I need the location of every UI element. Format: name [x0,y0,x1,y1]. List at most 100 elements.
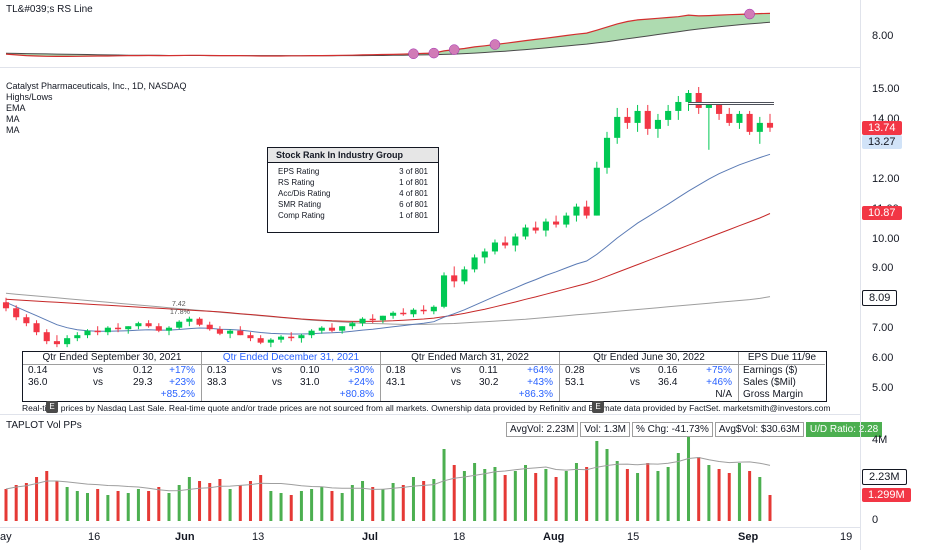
time-tick: 13 [252,531,265,543]
candle-body [94,330,101,333]
candle-body [227,330,234,334]
volume-bar [269,491,273,521]
candle-body [695,92,702,108]
candle-body [64,338,71,345]
sales-current: 36.0 [28,377,48,388]
volume-average-line [5,456,771,492]
volume-bar [666,467,670,521]
volume-bar [248,481,252,521]
candle-body [644,110,651,129]
gross-margin: N/A [715,389,732,400]
earnings-marker[interactable]: E [46,401,58,413]
vs-label: vs [630,365,640,376]
sales-change: +43% [527,377,553,388]
candle-body [502,242,509,246]
eps-change: +17% [169,365,195,376]
volume-bar [187,477,191,521]
price-axis [860,0,932,550]
quarter-header: Qtr Ended September 30, 2021 [23,352,201,365]
rank-value: 1 of 801 [399,178,428,187]
price-tick: 7.00 [872,322,894,335]
volume-bar [35,477,39,521]
candle-body [532,227,539,231]
volume-bar [228,489,232,521]
volume-stats: AvgVol: 2.23M Vol: 1.3M % Chg: -41.73% A… [506,422,884,437]
volume-bar [24,483,28,521]
rank-value: 1 of 801 [399,211,428,220]
rank-label: RS Rating [278,178,315,187]
eps-current: 0.18 [386,365,406,376]
ema-line [5,153,771,335]
quarter-column: Qtr Ended March 31, 2022 0.18 vs 0.11 +64% … [381,352,560,401]
price-tick: 10.00 [872,232,900,245]
rank-row: Comp Rating 1 of 801 [268,210,438,221]
volume-bar [340,493,344,521]
legend-ema: EMA [6,103,26,113]
price-tick: 5.00 [872,382,894,394]
candle-body [481,251,488,258]
volume-bar [45,471,49,521]
candle-body [685,92,692,102]
volume-tick: 0 [872,514,879,526]
volume-bar [493,467,497,521]
rs-new-high-dot [448,44,460,55]
eps-prior: 0.10 [300,365,320,376]
volume-bar [676,453,680,521]
volume-bar [483,469,487,521]
legend-symbol: Catalyst Pharmaceuticals, Inc., 1D, NASD… [6,81,187,91]
candle-body [298,335,305,339]
volume-bar [218,479,222,521]
price-tick: 12.00 [872,172,900,185]
earnings-marker[interactable]: E [592,401,604,413]
volume-bar [473,463,477,521]
volume-bar [605,449,609,521]
candle-body [440,275,448,307]
time-tick: Jun [175,531,195,543]
volume-bar [442,449,446,521]
rank-box-title: Stock Rank In Industry Group [268,148,438,163]
volume-bar [615,461,619,521]
volume-bar [167,493,171,521]
candle-body [84,330,91,336]
volume-bar [330,491,334,521]
candle-body [746,113,753,132]
sales-prior: 36.4 [658,377,678,388]
candle-body [593,167,600,216]
volume-bar [625,469,629,521]
candle-body [573,206,580,216]
rs-line-pane [5,8,771,59]
eps-due-label: EPS Due 11/9e [739,352,825,365]
price-chart [2,87,774,348]
pane-divider [0,414,860,415]
volume-bar [106,495,110,521]
volume-bar [554,477,558,521]
fundamentals-table: Qtr Ended September 30, 2021 0.14 vs 0.12 +… [22,351,827,402]
volume-bar [768,495,772,521]
volume-bar [361,481,365,521]
candle-body [104,327,111,333]
gross-margin: +80.8% [339,389,374,400]
volume-bar [320,487,324,521]
rank-label: EPS Rating [278,167,320,176]
time-tick: 15 [627,531,640,543]
price-tag: 10.87 [862,206,902,221]
eps-current: 0.14 [28,365,48,376]
eps-change: +75% [706,365,732,376]
sales-change: +24% [348,377,374,388]
volume-bar [147,491,151,521]
time-tick: ay [0,531,12,543]
candle-body [603,137,611,168]
rank-label: Comp Rating [278,211,325,220]
volume-bar [55,481,59,521]
candle-body [654,119,662,129]
pane-divider [0,67,860,68]
candle-body [308,330,315,336]
candle-body [359,318,366,324]
eps-prior: 0.11 [479,365,498,376]
candle-body [328,327,336,331]
volume-bar [544,469,548,521]
volume-chart [4,429,772,521]
rs-fill [6,13,770,57]
volume-bar [4,489,8,521]
candle-body [125,326,132,330]
